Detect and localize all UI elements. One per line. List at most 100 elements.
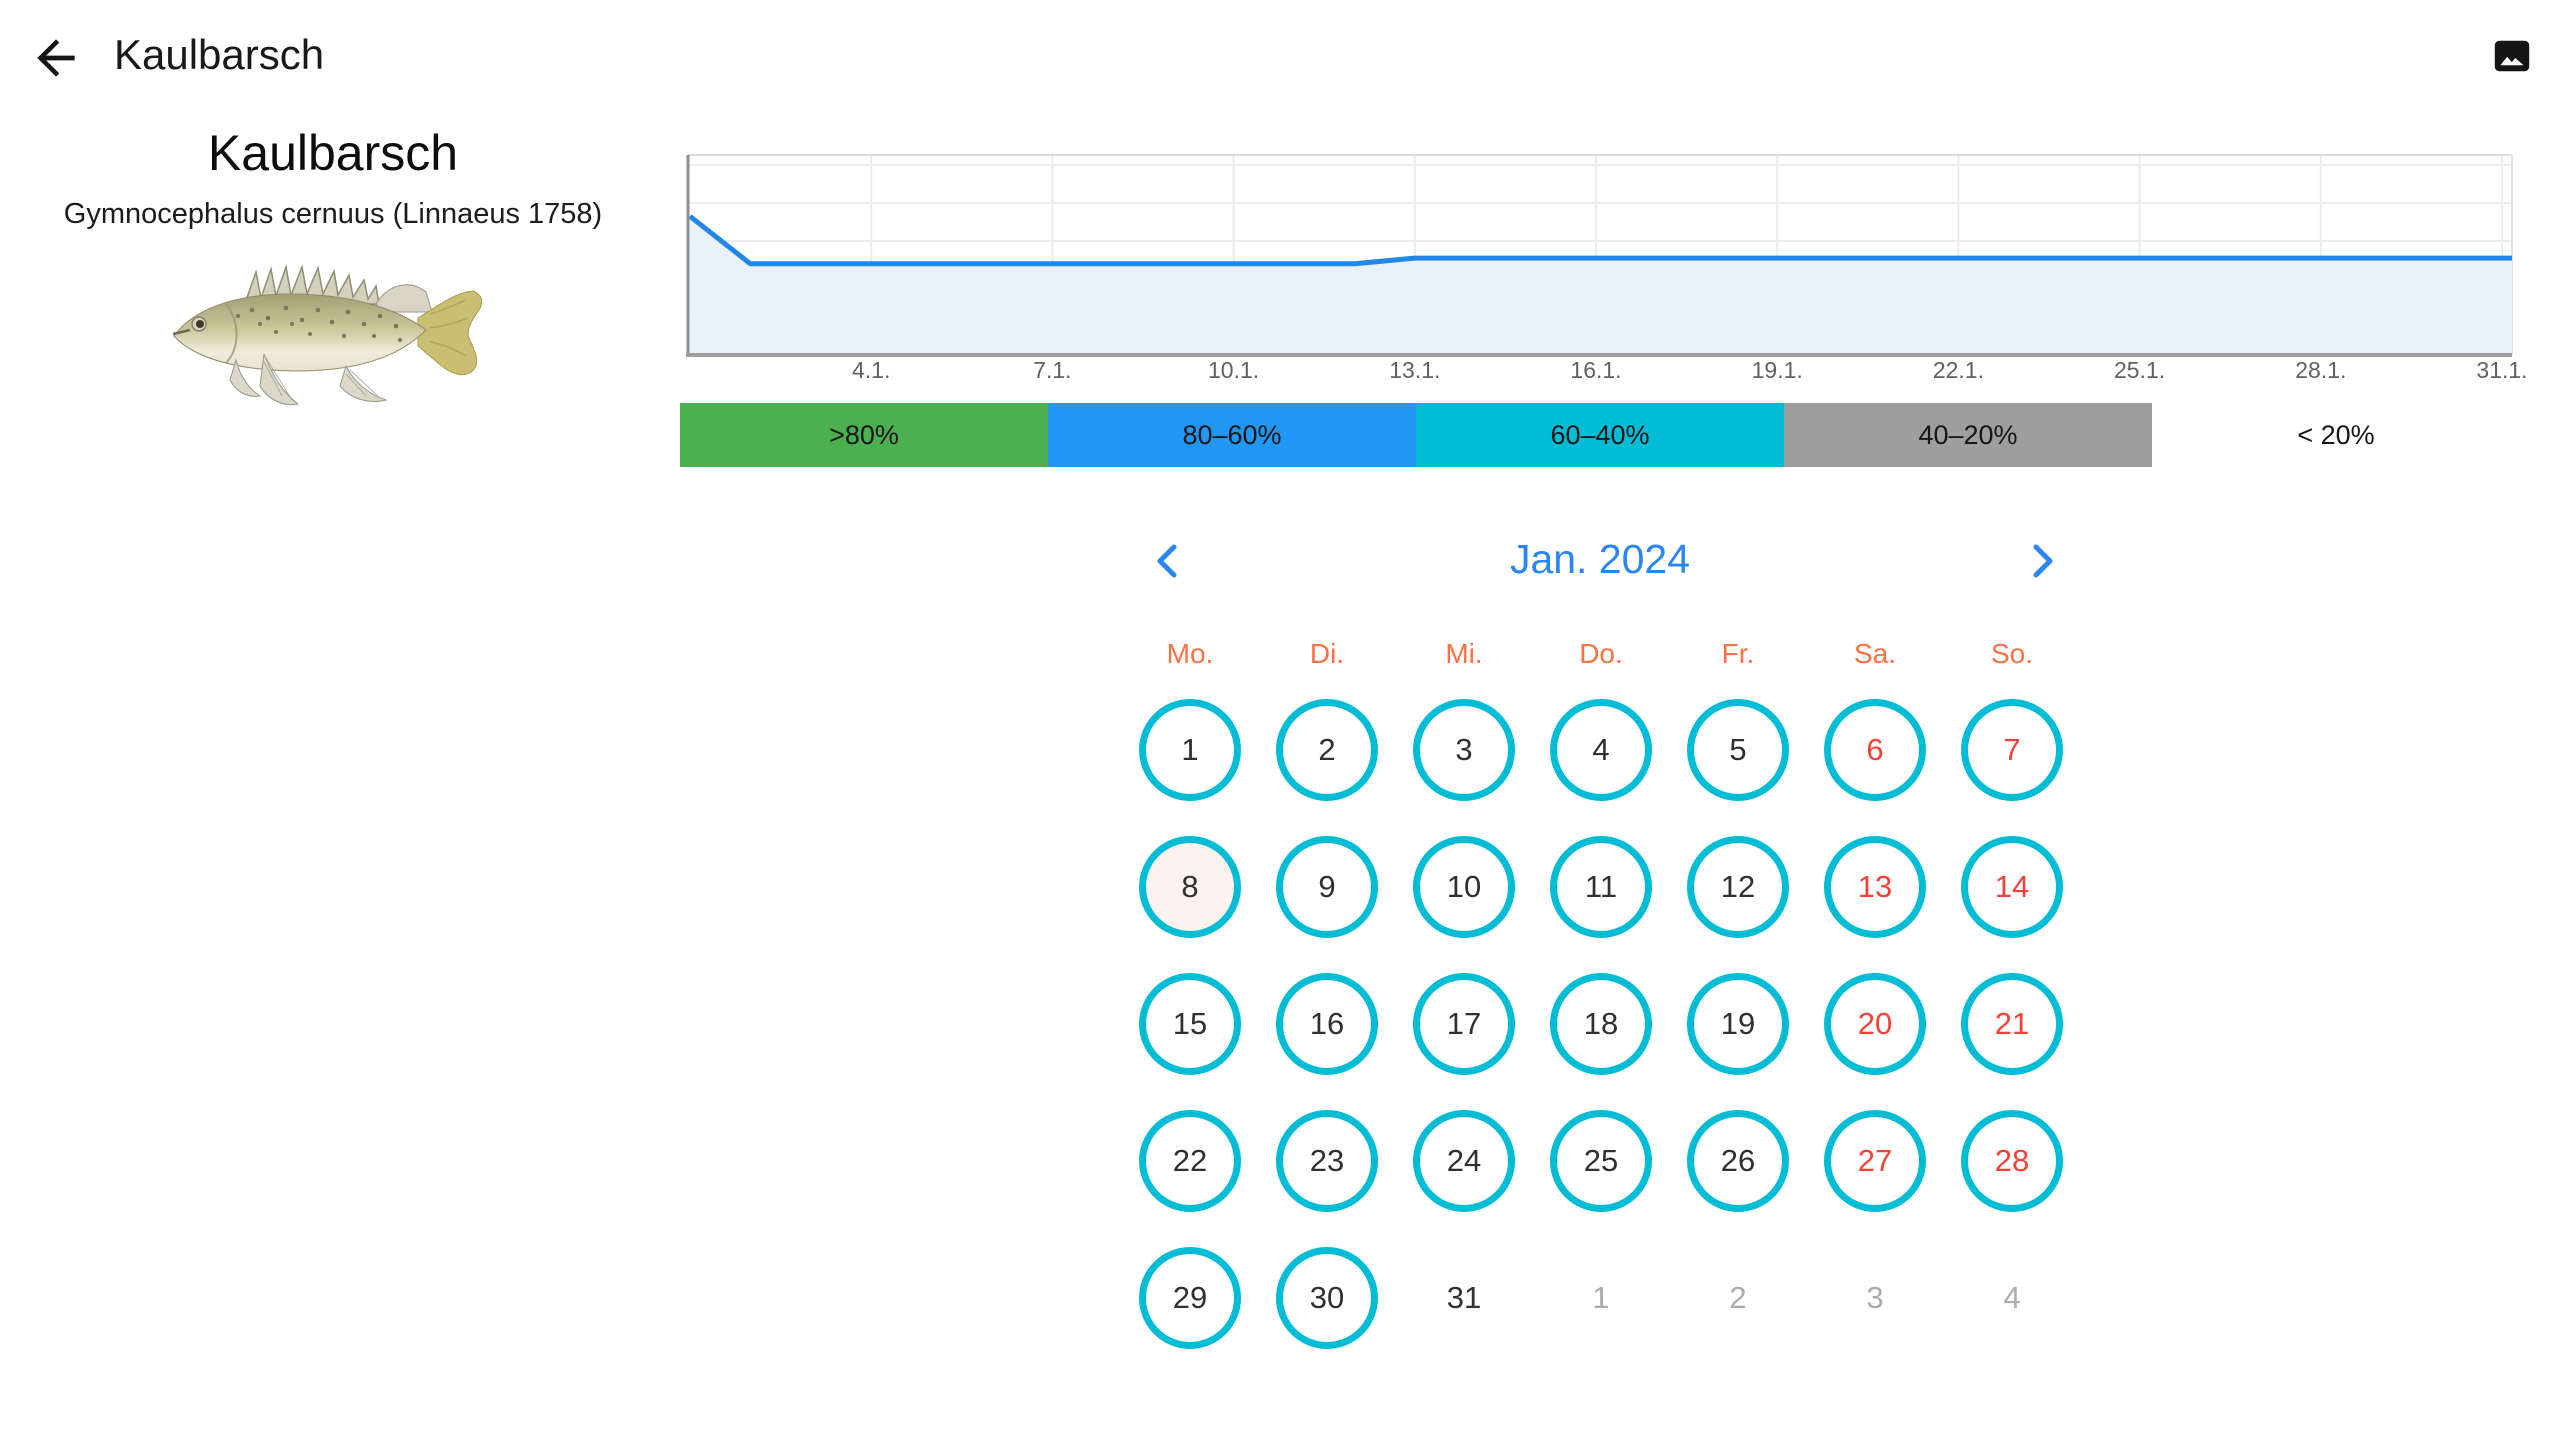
- day-number: 3: [1455, 732, 1473, 767]
- weekday-label: So.: [1990, 638, 2034, 669]
- back-button[interactable]: [28, 30, 84, 86]
- day-cell[interactable]: 10: [1413, 836, 1515, 938]
- day-number: 6: [1866, 732, 1884, 767]
- app-bar: Kaulbarsch: [0, 0, 2560, 96]
- day-cell[interactable]: 17: [1413, 973, 1515, 1075]
- day-number: 2: [1318, 732, 1336, 767]
- day-number: 30: [1309, 1280, 1345, 1315]
- day-cell[interactable]: 27: [1824, 1110, 1926, 1212]
- day-cell[interactable]: 7: [1961, 699, 2063, 801]
- x-axis-tick-label: 4.1.: [852, 357, 890, 383]
- arrow-back-icon: [37, 39, 75, 77]
- chart-area: [690, 216, 2512, 355]
- day-number: 12: [1720, 869, 1756, 904]
- day-cell[interactable]: 4: [1550, 699, 1652, 801]
- day-number: 18: [1583, 1006, 1619, 1041]
- day-number: 15: [1172, 1006, 1208, 1041]
- legend-segment: 40–20%: [1784, 403, 2152, 467]
- fish-illustration: [172, 264, 483, 406]
- day-cell[interactable]: 28: [1961, 1110, 2063, 1212]
- day-number: 1: [1181, 732, 1199, 767]
- day-cell[interactable]: 16: [1276, 973, 1378, 1075]
- day-number: 26: [1720, 1143, 1756, 1178]
- day-number: 31: [1446, 1280, 1482, 1315]
- availability-chart: 4.1. 7.1. 10.1. 13.1. 16.1. 19.1. 22.1. 25.1. 28…: [640, 140, 2560, 400]
- app-bar-title: Kaulbarsch: [114, 31, 325, 78]
- day-cell[interactable]: 21: [1961, 973, 2063, 1075]
- day-cell[interactable]: 8: [1139, 836, 1241, 938]
- x-axis-tick-label: 25.1.: [2114, 357, 2165, 383]
- day-cell[interactable]: 5: [1687, 699, 1789, 801]
- chevron-right-icon: [2033, 544, 2053, 578]
- day-number: 28: [1994, 1143, 2030, 1178]
- day-cell[interactable]: 9: [1276, 836, 1378, 938]
- day-number: 2: [1729, 1280, 1747, 1315]
- day-cell[interactable]: 12: [1687, 836, 1789, 938]
- day-number: 13: [1857, 869, 1893, 904]
- day-number: 27: [1857, 1143, 1893, 1178]
- legend-segment: < 20%: [2152, 403, 2520, 467]
- x-axis-tick-label: 13.1.: [1389, 357, 1440, 383]
- day-cell[interactable]: 13: [1824, 836, 1926, 938]
- day-number: 21: [1994, 1006, 2030, 1041]
- day-number: 25: [1583, 1143, 1619, 1178]
- day-number: 10: [1446, 869, 1482, 904]
- day-number: 29: [1172, 1280, 1208, 1315]
- x-axis-tick-label: 16.1.: [1570, 357, 1621, 383]
- legend-segment: 80–60%: [1048, 403, 1416, 467]
- day-number: 3: [1866, 1280, 1884, 1315]
- day-number: 20: [1857, 1006, 1893, 1041]
- day-cell[interactable]: 20: [1824, 973, 1926, 1075]
- day-cell[interactable]: 18: [1550, 973, 1652, 1075]
- day-cell[interactable]: 19: [1687, 973, 1789, 1075]
- day-cell-next-month: 3: [1824, 1247, 1926, 1349]
- day-cell[interactable]: 31: [1413, 1247, 1515, 1349]
- legend-segment: 60–40%: [1416, 403, 1784, 467]
- calendar-prev-button[interactable]: [1132, 525, 1204, 597]
- day-number: 4: [2003, 1280, 2021, 1315]
- weekday-label: Do.: [1579, 638, 1623, 669]
- chart-line: [688, 214, 2512, 267]
- chevron-left-icon: [1157, 544, 1177, 578]
- day-cell[interactable]: 22: [1139, 1110, 1241, 1212]
- image-button[interactable]: [2488, 32, 2536, 80]
- x-axis-tick-label: 10.1.: [1208, 357, 1259, 383]
- day-number: 5: [1729, 732, 1747, 767]
- day-cell[interactable]: 15: [1139, 973, 1241, 1075]
- weekday-label: Di.: [1309, 638, 1345, 669]
- day-number: 19: [1720, 1006, 1756, 1041]
- legend-segment: >80%: [680, 403, 1048, 467]
- species-scientific-name: Gymnocephalus cernuus (Linnaeus 1758): [63, 198, 603, 230]
- day-cell[interactable]: 24: [1413, 1110, 1515, 1212]
- day-number: 17: [1446, 1006, 1482, 1041]
- x-axis-tick-label: 31.1.: [2476, 357, 2527, 383]
- day-number: 23: [1309, 1143, 1345, 1178]
- species-common-name: Kaulbarsch: [207, 125, 459, 181]
- day-cell[interactable]: 1: [1139, 699, 1241, 801]
- day-number: 7: [2003, 732, 2021, 767]
- day-number: 11: [1584, 869, 1618, 904]
- x-axis-tick-label: 28.1.: [2295, 357, 2346, 383]
- day-number: 16: [1309, 1006, 1345, 1041]
- day-cell-next-month: 4: [1961, 1247, 2063, 1349]
- day-number: 4: [1592, 732, 1610, 767]
- day-cell[interactable]: 3: [1413, 699, 1515, 801]
- day-cell[interactable]: 14: [1961, 836, 2063, 938]
- x-axis-tick-label: 7.1.: [1033, 357, 1071, 383]
- weekday-label: Sa.: [1853, 638, 1897, 669]
- calendar-next-button[interactable]: [2006, 525, 2078, 597]
- day-number: 24: [1446, 1143, 1482, 1178]
- weekday-label: Mi.: [1445, 638, 1483, 669]
- day-cell[interactable]: 2: [1276, 699, 1378, 801]
- day-cell[interactable]: 23: [1276, 1110, 1378, 1212]
- day-cell[interactable]: 6: [1824, 699, 1926, 801]
- day-cell[interactable]: 29: [1139, 1247, 1241, 1349]
- day-cell[interactable]: 26: [1687, 1110, 1789, 1212]
- day-cell[interactable]: 30: [1276, 1247, 1378, 1349]
- image-icon: [2494, 40, 2530, 72]
- x-axis-tick-label: 19.1.: [1752, 357, 1803, 383]
- calendar-month-label: Jan. 2024: [1509, 536, 1691, 582]
- day-cell[interactable]: 25: [1550, 1110, 1652, 1212]
- day-cell[interactable]: 11: [1550, 836, 1652, 938]
